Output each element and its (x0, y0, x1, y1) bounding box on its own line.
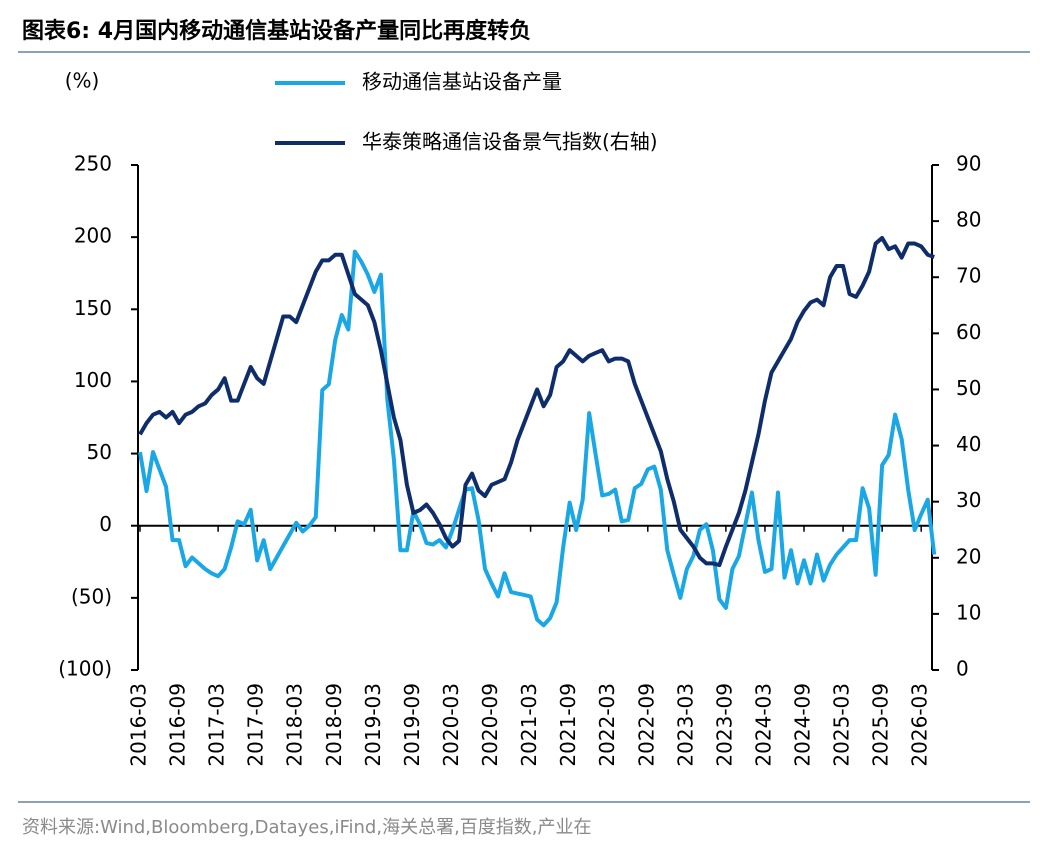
y-tick-label: 200 (74, 224, 112, 248)
x-tick-label: 2025-09 (869, 683, 893, 767)
legend-label: 华泰策略通信设备景气指数(右轴) (362, 130, 658, 154)
y-tick-label: 100 (74, 368, 112, 392)
y-tick-label: 50 (87, 440, 112, 464)
x-tick-label: 2025-03 (830, 683, 854, 767)
x-tick-label: 2017-03 (205, 683, 229, 767)
x-tick-label: 2024-03 (751, 683, 775, 767)
x-tick-label: 2016-09 (166, 683, 190, 767)
x-tick-label: 2020-03 (439, 683, 463, 767)
x-tick-label: 2018-09 (322, 683, 346, 767)
x-tick-label: 2019-09 (400, 683, 424, 767)
x-tick-label: 2021-03 (517, 683, 541, 767)
x-tick-label: 2021-09 (556, 683, 580, 767)
x-tick-label: 2017-09 (244, 683, 268, 767)
x-tick-label: 2016-03 (127, 683, 151, 767)
y2-tick-label: 70 (956, 264, 981, 288)
x-tick-label: 2022-09 (634, 683, 658, 767)
x-tick-label: 2023-09 (712, 683, 736, 767)
x-tick-label: 2026-03 (908, 683, 932, 767)
chart-title: 图表6: 4月国内移动通信基站设备产量同比再度转负 (22, 18, 531, 44)
y2-tick-label: 90 (956, 152, 981, 176)
y-tick-label: 250 (74, 152, 112, 176)
y-tick-label: (50) (71, 584, 112, 608)
series-line (138, 235, 935, 568)
x-tick-label: 2019-03 (361, 683, 385, 767)
source: 资料来源:Wind,Bloomberg,Datayes,iFind,海关总署,百… (22, 817, 592, 838)
y-tick-label: 150 (74, 296, 112, 320)
x-tick-label: 2024-09 (791, 683, 815, 767)
x-tick-label: 2023-03 (673, 683, 697, 767)
y2-tick-label: 0 (956, 657, 969, 681)
x-tick-label: 2018-03 (283, 683, 307, 767)
x-tick-label: 2022-03 (595, 683, 619, 767)
y2-tick-label: 40 (956, 432, 981, 456)
y2-tick-label: 80 (956, 208, 981, 232)
y2-tick-label: 60 (956, 320, 981, 344)
y2-tick-label: 50 (956, 376, 981, 400)
y-axis-label: (%) (65, 69, 100, 93)
series-line (138, 249, 937, 628)
y2-tick-label: 30 (956, 488, 981, 512)
x-tick-label: 2020-09 (478, 683, 502, 767)
y2-tick-label: 10 (956, 600, 981, 624)
y-tick-label: 0 (99, 512, 112, 536)
legend-label: 移动通信基站设备产量 (362, 70, 562, 94)
y-tick-label: (100) (58, 657, 112, 681)
y2-tick-label: 20 (956, 544, 981, 568)
